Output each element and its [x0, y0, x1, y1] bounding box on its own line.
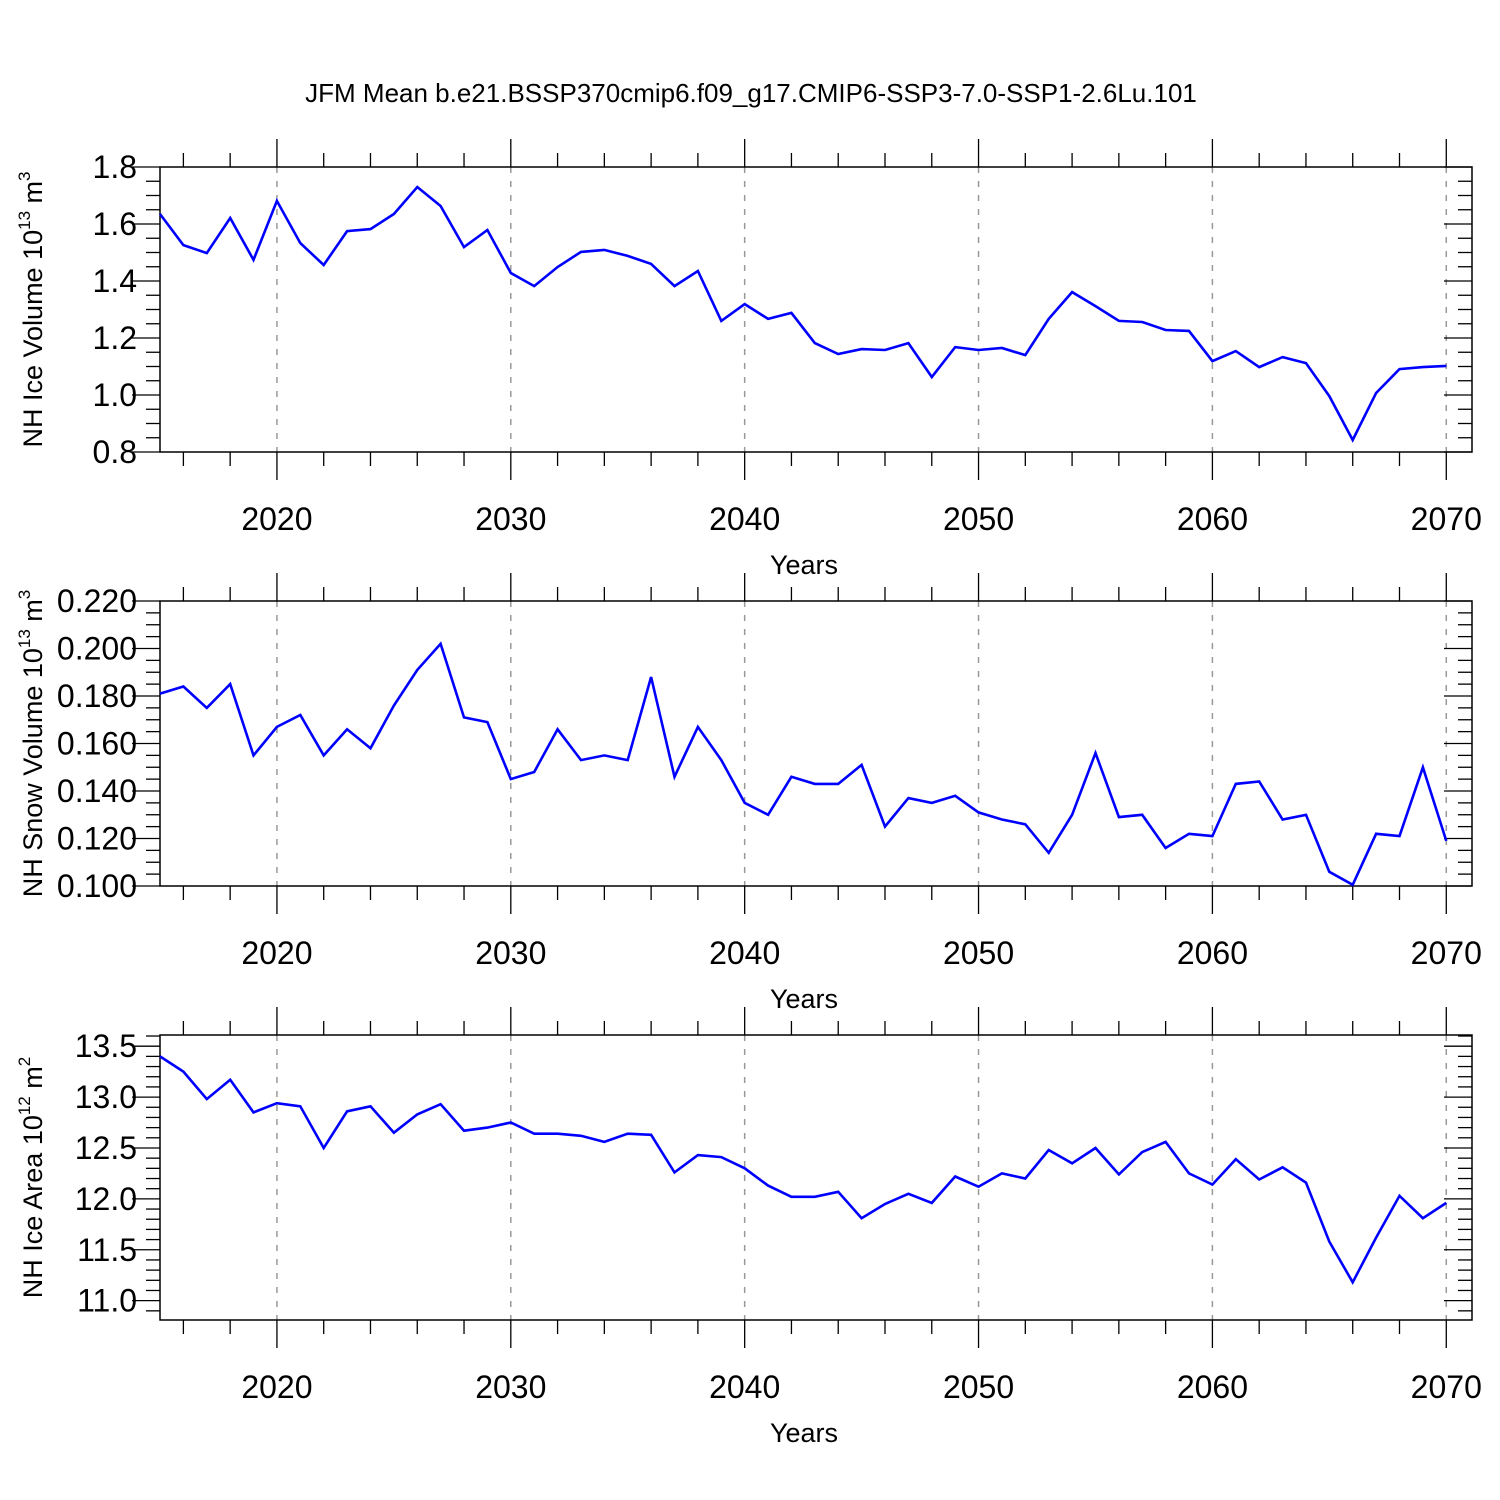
y-tick-label: 11.0 — [77, 1283, 137, 1319]
y-axis-label-ylabel-exp: 13 — [15, 629, 34, 648]
y-axis-label-ylabel: NH Ice Area 10 — [18, 1115, 48, 1298]
x-tick-label: 2040 — [709, 935, 780, 971]
series-line — [159, 1055, 1448, 1286]
y-tick-label: 1.2 — [93, 320, 137, 356]
y-tick-label: 1.6 — [93, 206, 137, 242]
y-axis-label-ylabel-unit: m — [18, 1066, 48, 1096]
y-tick-label: 0.220 — [57, 583, 137, 619]
x-tick-label: 2070 — [1411, 501, 1482, 537]
x-tick-label: 2020 — [241, 1369, 312, 1405]
y-axis-label-ylabel-unit: m — [18, 181, 48, 211]
y-tick-label: 13.0 — [75, 1079, 137, 1115]
y-axis-label-ylabel-exp: 12 — [15, 1096, 34, 1115]
panel-1: 2020 2030 2040 2050 2060 2070 0.8 1.0 1.2 1.4 1.6 1… — [15, 139, 1482, 580]
x-tick-label: 2060 — [1177, 501, 1248, 537]
y-axis-label-ylabel: NH Ice Volume 10 — [18, 230, 48, 448]
panel-3: 2020 2030 2040 2050 2060 2070 11.0 11.5 12.0 12.5… — [15, 1007, 1482, 1448]
x-axis-label: Years — [770, 550, 838, 580]
y-axis-label: NH Snow Volume 1013 m3 — [15, 590, 48, 898]
y-tick-label: 1.4 — [93, 263, 137, 299]
y-axis-label: NH Ice Volume 1013 m3 — [15, 172, 48, 448]
x-tick-label: 2050 — [943, 935, 1014, 971]
y-axis-label-ylabel-exp: 13 — [15, 211, 34, 230]
x-tick-label: 2040 — [709, 1369, 780, 1405]
x-tick-label: 2050 — [943, 501, 1014, 537]
y-tick-label: 12.5 — [75, 1130, 137, 1166]
y-axis-label-ylabel-unit: m — [18, 599, 48, 629]
y-axis-label: NH Ice Area 1012 m2 — [15, 1057, 48, 1298]
x-tick-label: 2040 — [709, 501, 780, 537]
x-tick-label: 2050 — [943, 1369, 1014, 1405]
plot-frame — [159, 166, 1473, 453]
x-tick-label: 2070 — [1411, 1369, 1482, 1405]
y-tick-label: 0.200 — [57, 631, 137, 667]
series-line — [158, 185, 1447, 443]
y-tick-label: 0.180 — [57, 678, 137, 714]
y-tick-label: 0.100 — [57, 868, 137, 904]
y-tick-label: 0.120 — [57, 821, 137, 857]
y-axis-label-ylabel-unit-exp: 3 — [15, 590, 34, 599]
chart-title: JFM Mean b.e21.BSSP370cmip6.f09_g17.CMIP… — [305, 78, 1197, 108]
y-tick-label: 0.160 — [57, 726, 137, 762]
x-tick-label: 2060 — [1177, 1369, 1248, 1405]
y-axis-label-ylabel-unit-exp: 2 — [15, 1057, 34, 1066]
y-tick-label: 11.5 — [77, 1232, 137, 1268]
y-tick-label: 13.5 — [75, 1028, 137, 1064]
x-axis-label: Years — [770, 984, 838, 1014]
y-tick-label: 12.0 — [75, 1181, 137, 1217]
y-axis-label-ylabel-unit-exp: 3 — [15, 172, 34, 181]
x-tick-label: 2030 — [475, 501, 546, 537]
y-tick-label: 1.0 — [93, 377, 137, 413]
x-tick-label: 2070 — [1411, 935, 1482, 971]
x-tick-label: 2020 — [241, 501, 312, 537]
plot-frame — [159, 600, 1473, 887]
x-tick-label: 2030 — [475, 935, 546, 971]
y-tick-label: 1.8 — [93, 149, 137, 185]
panel-2: 2020 2030 2040 2050 2060 2070 0.100 0.120 0.140 0… — [15, 573, 1482, 1014]
x-axis-label: Years — [770, 1418, 838, 1448]
plot-frame — [159, 1034, 1473, 1321]
y-axis-label-ylabel: NH Snow Volume 10 — [18, 648, 48, 897]
x-tick-label: 2030 — [475, 1369, 546, 1405]
y-tick-label: 0.140 — [57, 773, 137, 809]
x-tick-label: 2020 — [241, 935, 312, 971]
x-tick-label: 2060 — [1177, 935, 1248, 971]
y-tick-label: 0.8 — [93, 434, 137, 470]
series-line — [159, 641, 1448, 887]
